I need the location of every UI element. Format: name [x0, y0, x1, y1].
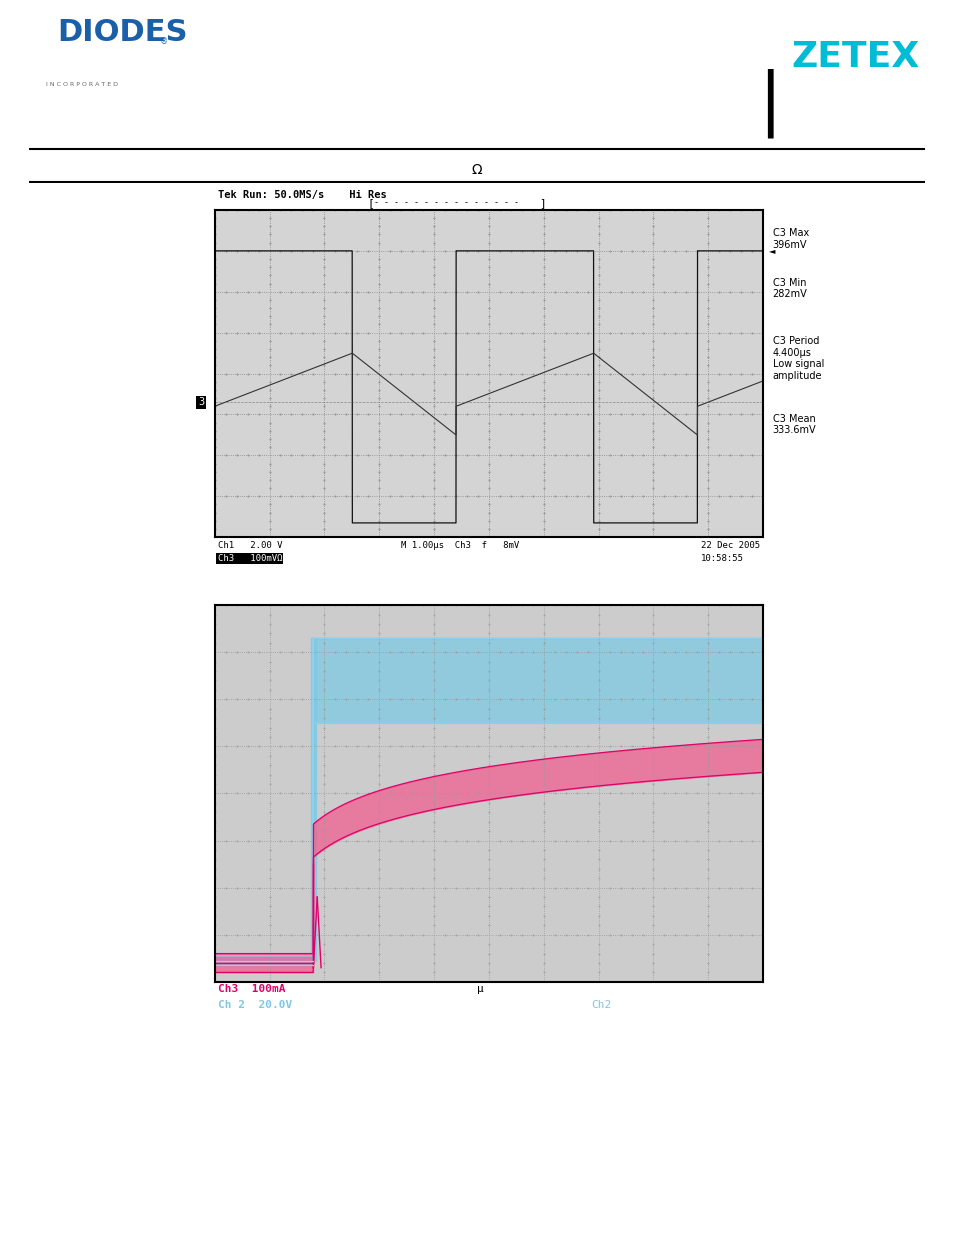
Text: C3 Mean
333.6mV: C3 Mean 333.6mV — [772, 414, 816, 435]
Text: Ch3  100mA: Ch3 100mA — [217, 984, 285, 994]
Text: Ch1   2.00 V: Ch1 2.00 V — [217, 541, 282, 551]
Text: ®: ® — [160, 37, 169, 47]
Text: Ch3   100mVΩ: Ch3 100mVΩ — [217, 553, 282, 563]
Text: - - - - - - - - - - - - - - -: - - - - - - - - - - - - - - - — [374, 198, 518, 207]
Text: [: [ — [367, 199, 374, 209]
Text: ]: ] — [538, 199, 545, 209]
Text: C3 Period
4.400μs
Low signal
amplitude: C3 Period 4.400μs Low signal amplitude — [772, 336, 823, 380]
Text: DIODES: DIODES — [57, 19, 188, 47]
Text: μ: μ — [476, 984, 483, 994]
Text: 22 Dec 2005: 22 Dec 2005 — [700, 541, 760, 551]
Text: 3: 3 — [197, 398, 204, 408]
Text: C3 Max
396mV: C3 Max 396mV — [772, 228, 808, 249]
Text: ◄: ◄ — [768, 246, 775, 256]
Text: Ω: Ω — [471, 163, 482, 177]
Text: M 1.00μs  Ch3  f   8mV: M 1.00μs Ch3 f 8mV — [400, 541, 518, 551]
Text: ZETEX: ZETEX — [791, 40, 919, 74]
Text: Ch2: Ch2 — [591, 1000, 611, 1010]
Text: |: | — [758, 69, 781, 138]
Text: 10:58:55: 10:58:55 — [700, 553, 743, 563]
Text: C3 Min
282mV: C3 Min 282mV — [772, 278, 806, 299]
Text: I N C O R P O R A T E D: I N C O R P O R A T E D — [46, 82, 117, 86]
Text: Ch 2  20.0V: Ch 2 20.0V — [217, 1000, 292, 1010]
Text: Tek Run: 50.0MS/s    Hi Res: Tek Run: 50.0MS/s Hi Res — [217, 190, 386, 200]
